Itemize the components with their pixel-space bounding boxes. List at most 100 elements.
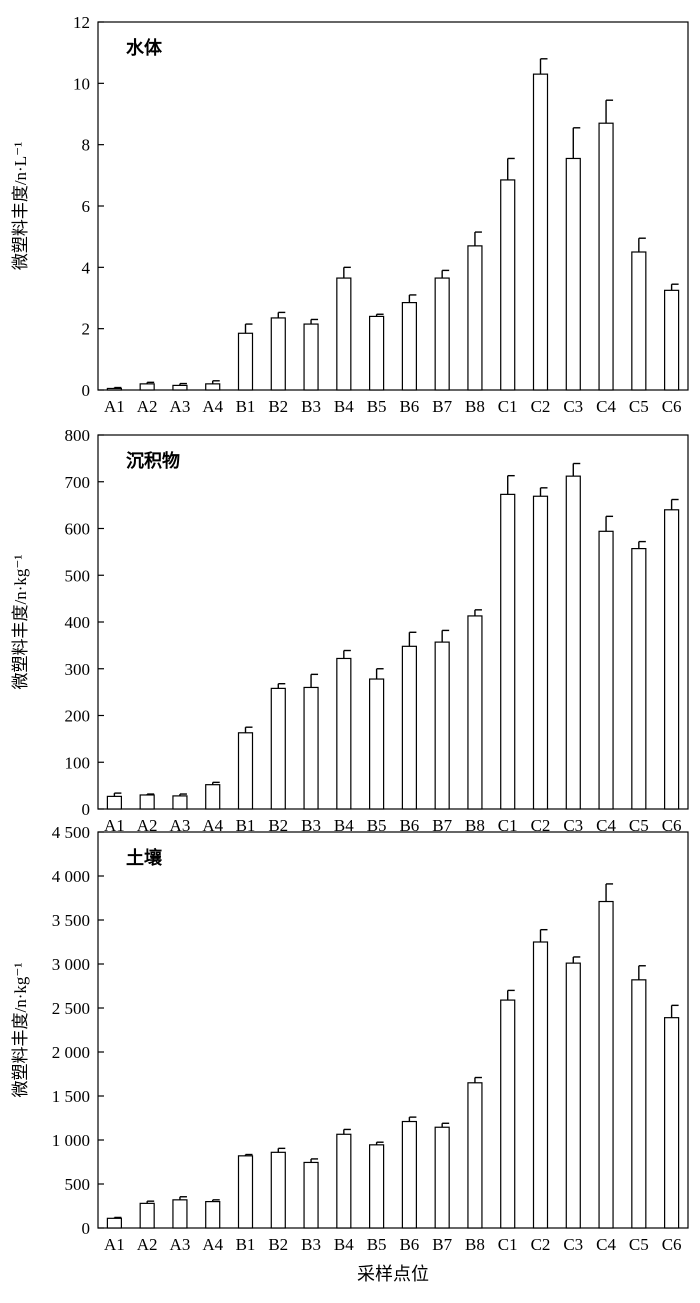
- x-tick-label: C6: [662, 816, 682, 835]
- y-tick-label: 100: [65, 753, 91, 772]
- x-tick-label: A2: [137, 397, 158, 416]
- y-tick-label: 300: [65, 660, 91, 679]
- bar: [139, 794, 155, 810]
- bar: [467, 615, 483, 810]
- x-tick-label: C1: [498, 816, 518, 835]
- chart-panel-3: 0 500 1 000 1 500 2 000 2 500 3 000 3 500 4 000 4…: [11, 823, 689, 1284]
- x-tick-label: B7: [432, 397, 452, 416]
- y-axis-label: 微塑料丰度/n·kg⁻¹: [11, 555, 30, 690]
- bar: [664, 289, 680, 391]
- y-tick-label: 0: [82, 800, 91, 819]
- y-tick-label: 0: [82, 381, 91, 400]
- bar: [532, 73, 549, 391]
- y-tick-label: 700: [65, 473, 91, 492]
- x-tick-label: A4: [202, 1235, 223, 1254]
- x-tick-label: A1: [104, 816, 125, 835]
- bar: [303, 323, 319, 391]
- y-tick-label: 4 500: [52, 823, 90, 842]
- bar: [631, 548, 647, 810]
- bar: [467, 1082, 483, 1229]
- y-axis-label: 微塑料丰度/n·kg⁻¹: [11, 963, 30, 1098]
- x-tick-label: C6: [662, 397, 682, 416]
- x-tick-label: B5: [367, 1235, 387, 1254]
- bar: [401, 1120, 417, 1229]
- y-tick-label: 600: [65, 520, 91, 539]
- x-tick-label: C3: [563, 397, 583, 416]
- bar: [565, 475, 581, 810]
- x-tick-label: B2: [268, 397, 288, 416]
- y-tick-label: 200: [65, 707, 91, 726]
- x-tick-label: A1: [104, 1235, 125, 1254]
- bar: [106, 1217, 122, 1229]
- y-tick-label: 10: [73, 74, 90, 93]
- bar: [205, 1200, 221, 1229]
- panel-label: 沉积物: [126, 450, 180, 471]
- x-tick-label: C2: [531, 816, 551, 835]
- bar: [237, 732, 254, 810]
- bar: [270, 1151, 286, 1229]
- y-tick-label: 400: [65, 613, 91, 632]
- y-tick-label: 3 000: [52, 955, 90, 974]
- bar: [205, 383, 221, 391]
- x-tick-label: C2: [531, 397, 551, 416]
- bar: [205, 784, 221, 810]
- bar: [270, 317, 286, 391]
- x-tick-label: B1: [236, 816, 256, 835]
- y-tick-label: 2 000: [52, 1043, 90, 1062]
- x-tick-label: C4: [596, 397, 616, 416]
- bar: [598, 530, 614, 810]
- x-tick-label: B8: [465, 397, 485, 416]
- x-tick-label: B4: [334, 1235, 354, 1254]
- bar: [565, 962, 581, 1229]
- y-tick-label: 2 500: [52, 999, 90, 1018]
- plot-frame: [97, 831, 689, 1229]
- x-tick-label: C3: [563, 1235, 583, 1254]
- bar: [336, 657, 352, 810]
- x-tick-label: C3: [563, 816, 583, 835]
- x-tick-label: C4: [596, 816, 616, 835]
- x-tick-label: A4: [202, 397, 223, 416]
- y-tick-label: 8: [82, 136, 91, 155]
- y-tick-label: 800: [65, 426, 91, 445]
- bar: [434, 277, 450, 391]
- panel-label: 土壤: [126, 847, 163, 868]
- bar: [532, 495, 549, 810]
- y-axis-label: 微塑料丰度/n·L⁻¹: [11, 142, 30, 270]
- bar: [303, 1161, 319, 1229]
- x-tick-label: B5: [367, 397, 387, 416]
- x-tick-label: B6: [399, 397, 419, 416]
- bar: [565, 157, 581, 391]
- x-tick-label: C5: [629, 816, 649, 835]
- y-tick-label: 1 000: [52, 1131, 90, 1150]
- bar: [467, 245, 483, 391]
- bar: [434, 1126, 450, 1229]
- chart-panel-2: 0 100 200 300 400 500 600 700 800 A1 A2 A3 A4 B1 B2 B3 B…: [11, 426, 689, 835]
- x-tick-label: B3: [301, 397, 321, 416]
- bar: [369, 315, 385, 391]
- bar: [172, 384, 188, 391]
- x-tick-label: B2: [268, 816, 288, 835]
- x-tick-label: C1: [498, 397, 518, 416]
- x-tick-label: B1: [236, 1235, 256, 1254]
- bar: [664, 509, 680, 810]
- bar: [336, 1133, 352, 1229]
- bar: [598, 900, 614, 1229]
- y-tick-label: 12: [73, 13, 90, 32]
- bar: [303, 686, 319, 810]
- bar: [631, 979, 647, 1229]
- x-tick-label: B8: [465, 816, 485, 835]
- x-tick-label: A1: [104, 397, 125, 416]
- y-tick-label: 0: [82, 1219, 91, 1238]
- bar: [500, 999, 516, 1229]
- x-tick-label: B6: [399, 816, 419, 835]
- x-tick-label: B3: [301, 816, 321, 835]
- x-tick-label: A4: [202, 816, 223, 835]
- x-tick-label: A3: [170, 397, 191, 416]
- x-tick-label: C5: [629, 1235, 649, 1254]
- x-tick-label: C5: [629, 397, 649, 416]
- bar: [500, 493, 516, 810]
- bar: [237, 1155, 254, 1229]
- chart-panel-1: 0 2 4 6 8 10 12 A1 A2 A3 A4 B1 B2 B3 B4 B5 B6 B7 B8 C1 C2 C3 C…: [11, 13, 689, 416]
- bar: [106, 387, 122, 391]
